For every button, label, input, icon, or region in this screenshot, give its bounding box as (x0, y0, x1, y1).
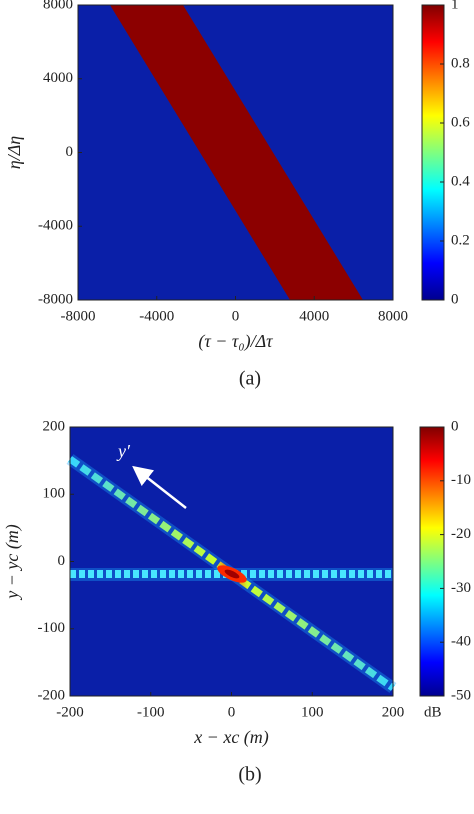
heatmap-b (66, 427, 397, 696)
y-tick-label: 4000 (43, 70, 73, 86)
x-axis-label: (τ − τ₀)/Δτ (198, 331, 273, 352)
colorbar-tick-label: 0.4 (451, 173, 470, 189)
colorbar-tick-label: -10 (451, 472, 471, 488)
x-tick-label: -200 (56, 704, 84, 720)
x-tick-label: -4000 (139, 308, 174, 324)
colorbar-tick-label: -20 (451, 526, 471, 542)
colorbar-tick-label: 0.2 (451, 232, 470, 248)
x-tick-label: 100 (301, 704, 324, 720)
colorbar-tick-label: 0.6 (451, 114, 470, 130)
y-tick-label: -8000 (38, 291, 73, 307)
y-tick-label: -200 (38, 687, 66, 703)
colorbar-label: dB (424, 704, 442, 720)
x-tick-label: 200 (382, 704, 405, 720)
colorbar (419, 426, 445, 697)
x-tick-label: 8000 (378, 308, 408, 324)
y-tick-label: 0 (66, 144, 74, 160)
y-tick-label: 100 (43, 486, 66, 502)
y-tick-label: 0 (58, 553, 66, 569)
y-tick-label: 8000 (43, 0, 73, 12)
colorbar-tick-label: -40 (451, 634, 471, 650)
caption: (a) (239, 368, 261, 390)
y-axis-label: y − yc (m) (2, 524, 23, 601)
colorbar-tick-label: 0 (451, 291, 459, 307)
x-tick-label: 0 (228, 704, 236, 720)
colorbar (421, 4, 445, 301)
x-tick-label: 4000 (299, 308, 329, 324)
y-tick-label: -4000 (38, 218, 73, 234)
x-tick-label: -100 (137, 704, 165, 720)
colorbar-tick-label: 0.8 (451, 55, 470, 71)
y-axis-label: η/Δη (4, 136, 24, 169)
caption: (b) (238, 764, 261, 786)
x-tick-label: -8000 (61, 308, 96, 324)
colorbar-tick-label: 0 (451, 418, 459, 434)
heatmap-a (78, 5, 393, 300)
annotation: y′ (116, 441, 131, 461)
x-tick-label: 0 (232, 308, 240, 324)
colorbar-tick-label: -50 (451, 687, 471, 703)
colorbar-tick-label: -30 (451, 580, 471, 596)
y-tick-label: -100 (38, 620, 66, 636)
y-tick-label: 200 (43, 418, 66, 434)
x-axis-label: x − xc (m) (193, 727, 269, 748)
colorbar-tick-label: 1 (451, 0, 459, 12)
